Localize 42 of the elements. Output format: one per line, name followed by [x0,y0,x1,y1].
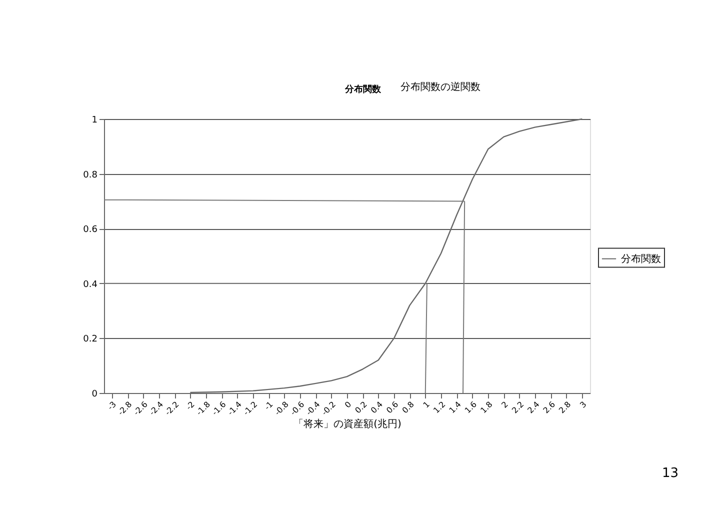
x-axis-title: 「将来」の資産額(兆円) [294,418,402,430]
x-tick-label: -2 [184,400,196,412]
x-tick-label: 0.6 [384,400,400,416]
x-tick-label: -0.8 [273,400,290,418]
y-tick-label: 0.4 [83,280,98,290]
x-tick-label: 0.2 [353,400,369,416]
x-tick-label: -2.2 [163,400,181,418]
x-tick-label: 0 [343,400,354,410]
y-tick-label: 0 [92,390,98,400]
x-tick-label: 1.6 [463,400,479,416]
x-tick-label: -1 [262,400,275,412]
x-tick-label: 2 [500,400,510,410]
x-tick-label: -3 [106,400,118,412]
y-tick-label: 0.2 [83,334,98,345]
y-tick-label: 0.6 [83,225,98,236]
legend-label: 分布関数 [621,252,661,265]
text: 13 [662,466,679,481]
x-tick-label: -0.2 [320,400,338,418]
x-tick-label: 2.4 [526,400,542,416]
x-tick-label: 3 [578,400,588,410]
chart-title: 分布関数 [344,84,382,95]
x-tick-label: 1 [422,400,432,410]
x-tick-label: 2.2 [510,400,526,416]
x-tick-label: -0.4 [304,400,322,418]
x-tick-label: -2.8 [116,400,134,418]
x-tick-label: -0.6 [288,400,306,418]
x-tick-label: -1.2 [242,400,260,418]
x-tick-label: 1.8 [478,400,494,416]
x-tick-label: 0.4 [369,400,385,416]
x-tick-label: 2.8 [557,400,573,416]
x-tick-label: -1.4 [226,400,244,418]
x-tick-label: 0.8 [400,400,416,416]
x-tick-label: -1.6 [210,400,228,418]
x-tick-label: -1.8 [194,400,212,418]
x-tick-label: -2.4 [148,400,166,418]
y-tick-label: 0.8 [83,170,98,180]
x-tick-label: 1.4 [448,400,463,416]
x-tick-label: 1.2 [432,400,448,416]
chart-subtitle: 分布関数の逆関数 [400,81,480,93]
x-tick-label: -2.6 [132,400,150,418]
x-tick-label: 2.6 [542,400,557,416]
y-tick-label: 1 [92,116,98,126]
